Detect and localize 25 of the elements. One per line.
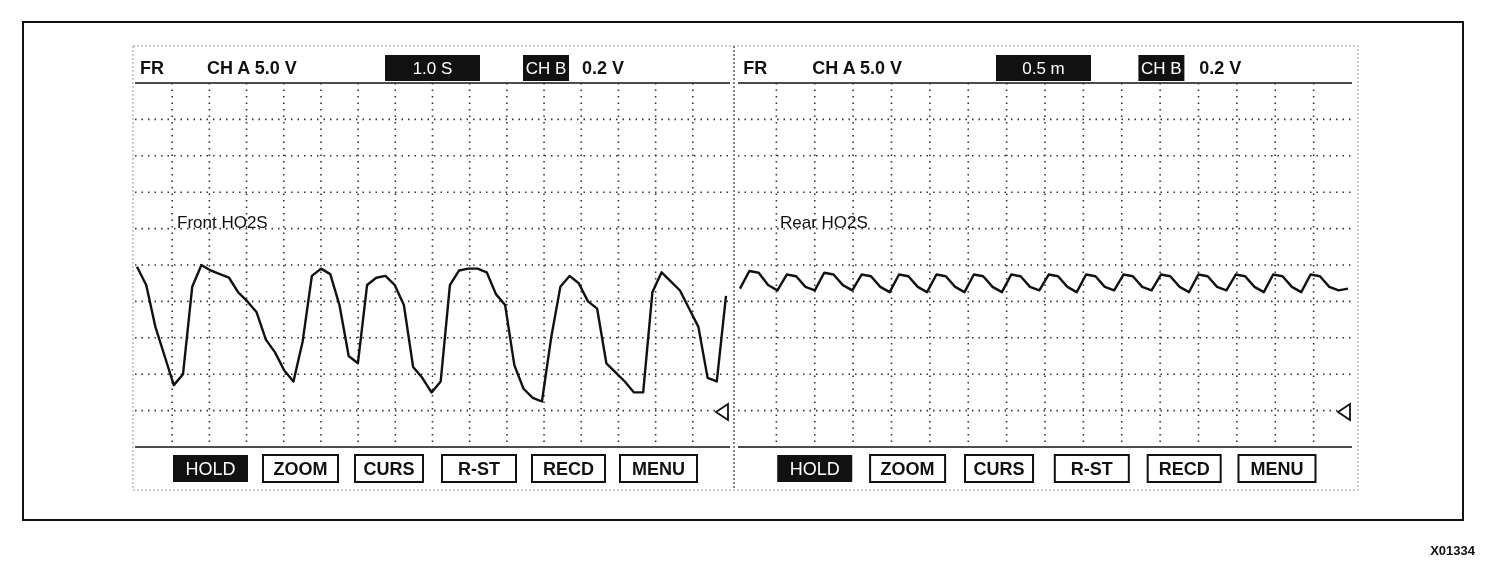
text: FR xyxy=(140,58,164,78)
text: R-ST xyxy=(1070,459,1113,479)
text: X01334 xyxy=(1430,543,1476,558)
text: CURS xyxy=(363,459,415,479)
text: FR xyxy=(743,58,768,78)
text: R-ST xyxy=(458,459,500,479)
text: CURS xyxy=(973,459,1025,479)
text: HOLD xyxy=(789,459,840,479)
text: 0.2 V xyxy=(582,58,625,78)
text: CH A 5.0 V xyxy=(207,58,297,78)
text: 0.2 V xyxy=(1199,58,1242,78)
text: MENU xyxy=(632,459,685,479)
text: ZOOM xyxy=(273,459,328,479)
text: RECD xyxy=(542,459,595,479)
text: CH B xyxy=(1141,59,1182,78)
text: CH A 5.0 V xyxy=(812,58,902,78)
text: 0.5 m xyxy=(1022,59,1065,78)
text: CH B xyxy=(525,59,567,78)
text: Front HO2S xyxy=(177,213,268,232)
text: 1.0 S xyxy=(412,59,453,78)
text: ZOOM xyxy=(880,459,935,479)
text: HOLD xyxy=(185,459,236,479)
text: RECD xyxy=(1158,459,1210,479)
text: MENU xyxy=(1250,459,1304,479)
text: Rear HO2S xyxy=(780,213,868,232)
